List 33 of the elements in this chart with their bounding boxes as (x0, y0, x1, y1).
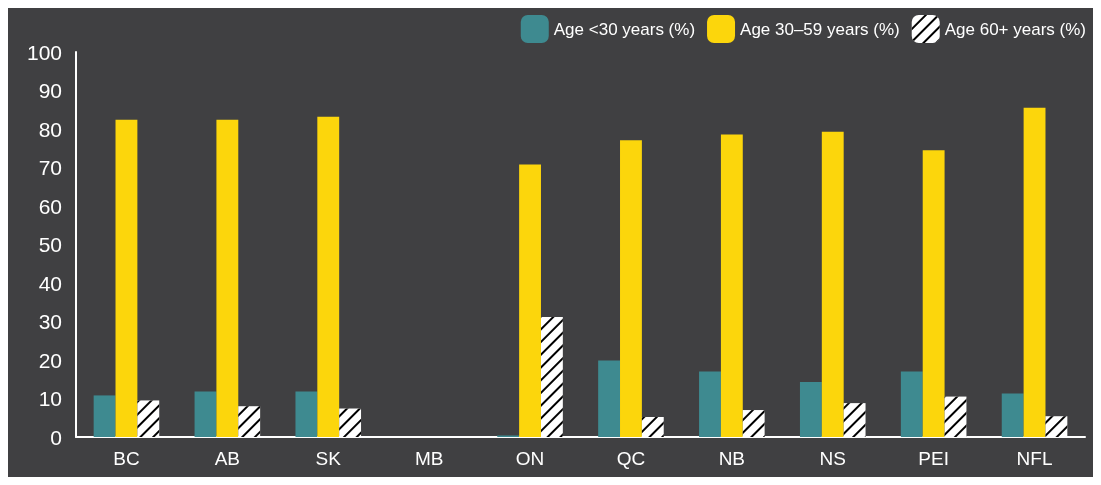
bar (922, 150, 945, 437)
x-tick-label: SK (315, 448, 342, 469)
x-tick-label: PEI (918, 448, 949, 469)
bar (317, 116, 340, 437)
x-tick-label: NB (718, 448, 746, 469)
x-tick-label: QC (616, 448, 646, 469)
bar (115, 119, 138, 437)
x-tick-label: ON (515, 448, 545, 469)
legend-label: Age 30–59 years (%) (740, 19, 900, 39)
y-tick-label: 80 (38, 117, 62, 141)
y-tick-label: 30 (38, 310, 62, 333)
x-tick-label: NFL (1016, 448, 1053, 469)
bar (216, 119, 239, 437)
legend-label: Age 60+ years (%) (944, 19, 1086, 39)
bar (1023, 107, 1046, 437)
bar (720, 134, 743, 437)
x-tick-label: MB (414, 448, 444, 469)
y-tick-label: 40 (38, 271, 62, 295)
y-tick-label: 0 (50, 425, 62, 449)
y-tick-label: 50 (38, 233, 62, 256)
legend-label: Age <30 years (%) (553, 19, 696, 39)
x-tick-label: AB (214, 448, 241, 469)
y-tick-label: 90 (38, 79, 62, 102)
bar (821, 131, 844, 437)
x-tick-label: BC (113, 448, 140, 469)
y-tick-label: 60 (38, 194, 62, 218)
x-tick-label: NS (819, 448, 846, 469)
y-tick-label: 70 (38, 156, 62, 179)
bar (620, 140, 642, 437)
y-tick-label: 20 (38, 348, 62, 372)
y-tick-label: 10 (38, 387, 62, 410)
bar (519, 164, 541, 437)
y-tick-label: 100 (26, 40, 62, 64)
